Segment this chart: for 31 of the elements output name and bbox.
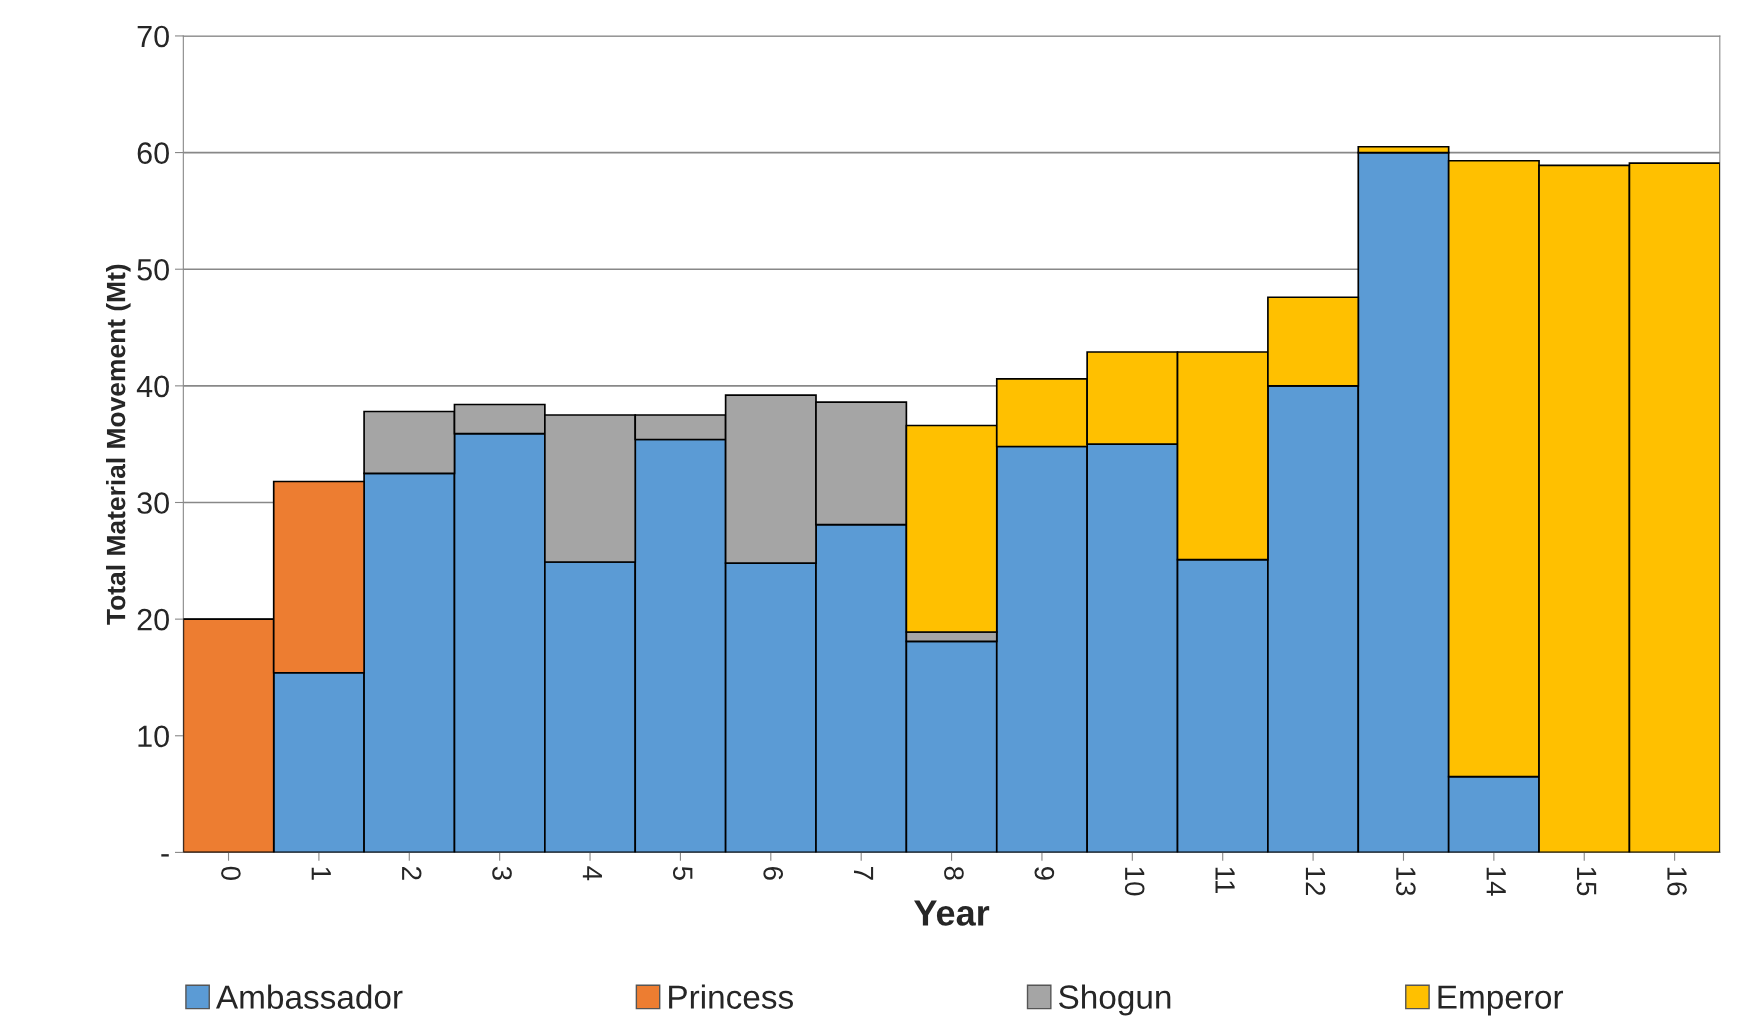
y-tick-label: 40 — [136, 375, 169, 398]
x-axis-title: Year — [914, 900, 990, 926]
x-tick-label: 9 — [1034, 866, 1055, 880]
y-tick-label: 20 — [137, 608, 169, 631]
x-tick-label: 4 — [582, 866, 602, 881]
x-tick-label: 2 — [402, 867, 422, 880]
x-tick-label: 3 — [492, 866, 512, 880]
x-tick-label: 11 — [1215, 867, 1235, 894]
y-tick-label: 60 — [137, 142, 169, 164]
y-tick-label: - — [161, 854, 169, 857]
x-tick-label: 16 — [1667, 867, 1687, 896]
x-tick-label: 15 — [1576, 867, 1597, 896]
y-axis-title: Total Material Movement (Mt) — [106, 264, 131, 625]
y-tick-label: 30 — [137, 492, 169, 514]
x-tick-label: 13 — [1396, 867, 1416, 896]
x-tick-label: 10 — [1124, 867, 1145, 896]
x-tick-label: 0 — [221, 866, 241, 880]
legend-label: Shogun — [1059, 984, 1171, 1016]
legend-label: Princess — [669, 984, 793, 1009]
legend-label: Ambassador — [215, 984, 403, 1009]
x-tick-label: 12 — [1305, 867, 1326, 896]
x-tick-label: 6 — [763, 867, 784, 880]
x-tick-label: 14 — [1486, 867, 1506, 896]
y-tick-label: 10 — [138, 725, 169, 748]
x-tick-label: 5 — [672, 866, 693, 880]
x-tick-label: 1 — [311, 867, 331, 880]
legend-label: Emperor — [1438, 985, 1564, 1016]
x-tick-label: 7 — [854, 867, 874, 880]
x-tick-label: 8 — [944, 866, 964, 880]
y-tick-label: 50 — [137, 258, 169, 281]
y-tick-label: 70 — [137, 25, 169, 48]
